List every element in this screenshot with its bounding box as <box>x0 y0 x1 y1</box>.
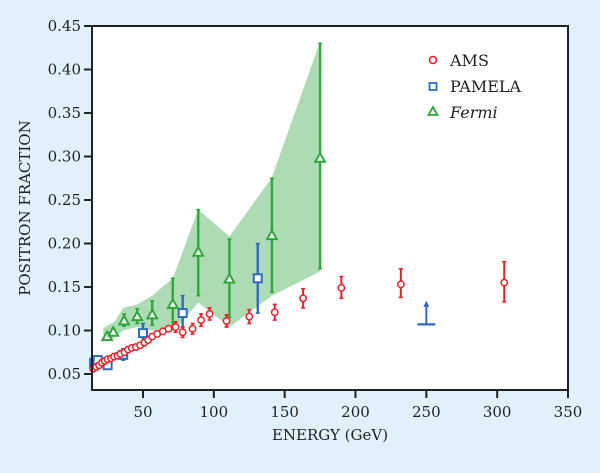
y-tick-label: 0.35 <box>48 104 81 122</box>
legend-pamela-label: PAMELA <box>450 77 522 96</box>
ams-point <box>222 316 231 325</box>
fermi-band-area <box>103 41 321 342</box>
ams-point <box>337 283 346 292</box>
x-tick-label: 350 <box>554 403 583 421</box>
ams-point <box>245 312 254 321</box>
ams-point <box>171 323 180 331</box>
pamela-point <box>252 273 263 284</box>
ams-point <box>178 328 187 337</box>
x-axis-title: ENERGY (GeV) <box>272 426 388 444</box>
fermi-point <box>117 313 131 326</box>
legend-fermi-marker <box>426 105 440 116</box>
x-tick-label: 200 <box>341 403 370 421</box>
y-tick-label: 0.20 <box>48 234 81 252</box>
fermi-point <box>313 151 327 163</box>
y-tick-label: 0.25 <box>48 191 81 209</box>
ams-point <box>500 278 509 287</box>
ams-point <box>188 324 197 333</box>
data-marks <box>89 42 509 373</box>
pamela-lower-limit-arrow <box>423 300 430 307</box>
legend-ams-marker <box>428 55 438 65</box>
fermi-point <box>145 307 159 320</box>
y-tick-label: 0.40 <box>48 60 81 78</box>
x-tick-label: 150 <box>270 403 299 421</box>
ams-point <box>396 280 405 289</box>
axes: 50 100 150 200 250 300 350 0.05 0.10 0.15 0.20 0.25… <box>48 17 583 421</box>
y-tick-label: 0.15 <box>48 278 81 296</box>
fermi-uncertainty-band <box>103 41 321 342</box>
pamela-point <box>138 328 148 339</box>
pamela-point <box>177 308 188 319</box>
y-tick-label: 0.05 <box>48 365 81 383</box>
y-axis-title: POSITRON FRACTION <box>16 120 34 295</box>
fermi-point <box>191 245 205 257</box>
ams-point <box>270 308 279 317</box>
x-tick-label: 100 <box>200 403 229 421</box>
legend-pamela-marker <box>428 82 438 91</box>
ams-point <box>205 310 214 318</box>
y-tick-label: 0.45 <box>48 17 81 35</box>
legend-ams-label: AMS <box>449 51 489 70</box>
y-tick-label: 0.30 <box>48 147 81 165</box>
ams-point <box>164 324 173 333</box>
legend: AMS PAMELA Fermi <box>426 51 522 122</box>
legend-fermi-label: Fermi <box>449 103 498 122</box>
fermi-point <box>106 325 120 337</box>
fermi-point <box>265 228 279 241</box>
fermi-point <box>222 272 236 284</box>
plot-frame <box>91 25 569 391</box>
ams-point <box>197 316 206 325</box>
x-tick-label: 50 <box>133 403 152 421</box>
fermi-point <box>166 297 180 309</box>
x-tick-label: 250 <box>412 403 441 421</box>
ams-point <box>299 294 308 303</box>
x-tick-label: 300 <box>483 403 512 421</box>
fermi-point <box>130 309 144 322</box>
y-tick-label: 0.10 <box>48 321 81 339</box>
